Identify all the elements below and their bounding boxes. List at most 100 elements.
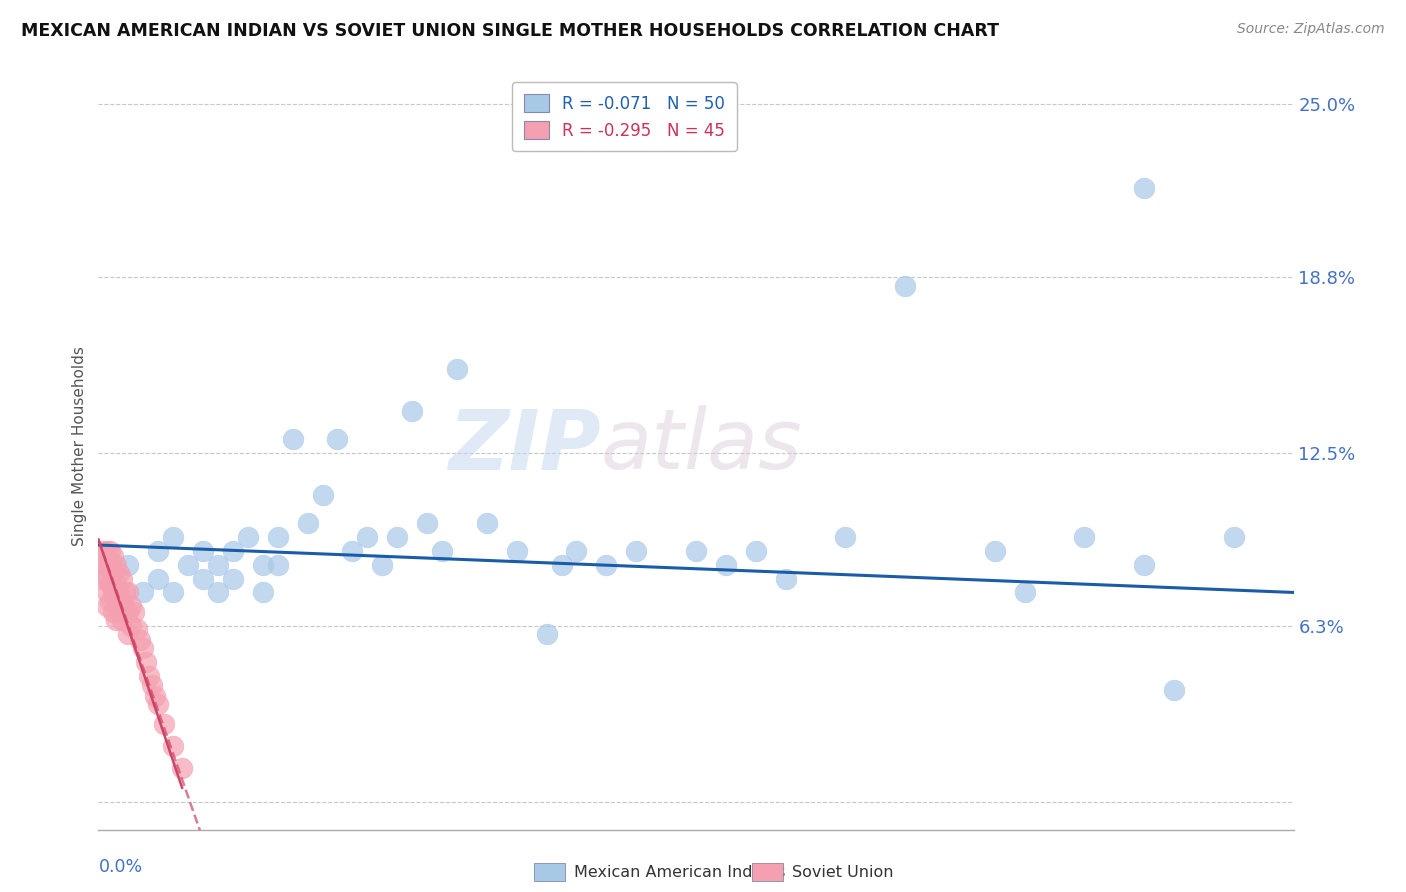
Point xyxy=(103,605,125,619)
Point xyxy=(267,530,290,544)
Point xyxy=(135,655,157,669)
Point xyxy=(401,404,423,418)
Text: MEXICAN AMERICAN INDIAN VS SOVIET UNION SINGLE MOTHER HOUSEHOLDS CORRELATION CHA: MEXICAN AMERICAN INDIAN VS SOVIET UNION … xyxy=(21,22,1000,40)
Point xyxy=(105,613,128,627)
Point xyxy=(236,530,259,544)
Point xyxy=(148,572,170,586)
Point xyxy=(111,613,134,627)
Point xyxy=(207,558,229,572)
Text: Mexican American Indians: Mexican American Indians xyxy=(574,865,785,880)
Point xyxy=(1163,683,1185,698)
Point xyxy=(222,572,245,586)
Point xyxy=(1133,558,1156,572)
Point xyxy=(93,558,115,572)
Point xyxy=(124,605,146,619)
Point xyxy=(129,632,152,647)
Point xyxy=(162,739,184,753)
Point xyxy=(120,619,142,633)
Point xyxy=(834,530,856,544)
Point xyxy=(98,577,122,591)
Point xyxy=(108,585,131,599)
Point xyxy=(894,278,917,293)
Point xyxy=(371,558,394,572)
Point xyxy=(111,594,134,608)
Point xyxy=(148,543,170,558)
Point xyxy=(550,558,572,572)
Point xyxy=(143,689,166,703)
Point xyxy=(416,516,439,530)
Point xyxy=(626,543,648,558)
Point xyxy=(475,516,498,530)
Point xyxy=(1073,530,1095,544)
Point xyxy=(96,585,118,599)
Point xyxy=(326,432,349,446)
Point xyxy=(132,641,155,656)
Point xyxy=(103,585,125,599)
Point xyxy=(148,697,170,711)
Point xyxy=(117,558,139,572)
Point xyxy=(281,432,304,446)
Point xyxy=(162,530,184,544)
Point xyxy=(105,558,128,572)
Point xyxy=(93,572,115,586)
Point xyxy=(191,543,214,558)
Text: Source: ZipAtlas.com: Source: ZipAtlas.com xyxy=(1237,22,1385,37)
Point xyxy=(96,572,118,586)
Point xyxy=(105,577,128,591)
Point xyxy=(111,572,134,586)
Point xyxy=(565,543,588,558)
Point xyxy=(105,594,128,608)
Point xyxy=(96,543,118,558)
Point xyxy=(252,585,274,599)
Point xyxy=(745,543,768,558)
Point xyxy=(108,566,131,580)
Point xyxy=(177,558,200,572)
Point xyxy=(117,605,139,619)
Point xyxy=(252,558,274,572)
Point xyxy=(127,622,149,636)
Point xyxy=(98,543,122,558)
Point xyxy=(162,585,184,599)
Point xyxy=(775,572,797,586)
Point xyxy=(356,530,378,544)
Point xyxy=(984,543,1007,558)
Point xyxy=(120,599,142,614)
Point xyxy=(311,488,333,502)
Point xyxy=(103,549,125,564)
Point xyxy=(103,566,125,580)
Point xyxy=(93,543,115,558)
Point xyxy=(267,558,290,572)
Point xyxy=(714,558,737,572)
Point xyxy=(153,716,176,731)
Point xyxy=(342,543,364,558)
Y-axis label: Single Mother Households: Single Mother Households xyxy=(72,346,87,546)
Text: 0.0%: 0.0% xyxy=(98,858,142,876)
Point xyxy=(138,669,160,683)
Point xyxy=(430,543,453,558)
Point xyxy=(98,558,122,572)
Point xyxy=(117,585,139,599)
Point xyxy=(1133,181,1156,195)
Point xyxy=(207,585,229,599)
Point xyxy=(222,543,245,558)
Point xyxy=(446,362,468,376)
Point xyxy=(297,516,319,530)
Point xyxy=(114,585,136,599)
Point xyxy=(132,585,155,599)
Point xyxy=(385,530,409,544)
Text: ZIP: ZIP xyxy=(447,406,600,486)
Text: Soviet Union: Soviet Union xyxy=(792,865,893,880)
Point xyxy=(1223,530,1246,544)
Point xyxy=(108,605,131,619)
Point xyxy=(141,677,163,691)
Point xyxy=(595,558,617,572)
Point xyxy=(117,627,139,641)
Point xyxy=(114,605,136,619)
Point xyxy=(506,543,529,558)
Point xyxy=(191,572,214,586)
Point xyxy=(685,543,707,558)
Point xyxy=(1014,585,1036,599)
Point xyxy=(536,627,558,641)
Legend: R = -0.071   N = 50, R = -0.295   N = 45: R = -0.071 N = 50, R = -0.295 N = 45 xyxy=(512,82,737,152)
Point xyxy=(96,558,118,572)
